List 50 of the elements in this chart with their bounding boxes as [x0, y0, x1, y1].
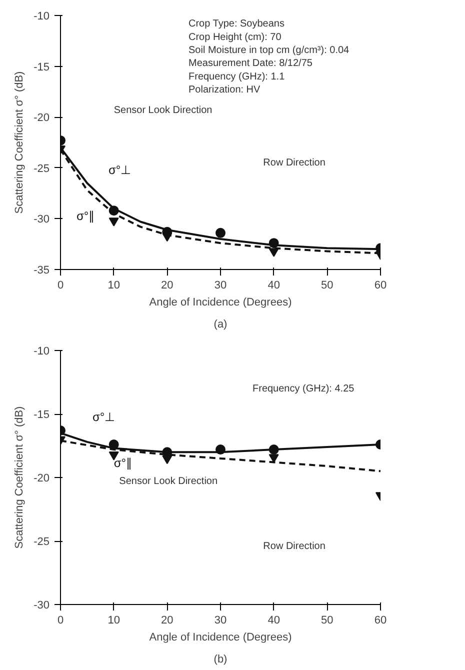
annotation: Crop Height (cm): 70 [188, 32, 282, 43]
annotation: Sensor Look Direction [119, 476, 218, 488]
y-tick-label: -15 [34, 409, 50, 421]
annotation: Polarization: HV [188, 84, 261, 96]
y-tick-label: -15 [34, 61, 50, 74]
y-axis-title: Scattering Coefficient σ° (dB) [14, 71, 26, 214]
y-tick-label: -20 [34, 112, 50, 124]
x-axis-title: Angle of Incidence (Degrees) [149, 632, 292, 644]
y-tick-label: -25 [34, 536, 50, 548]
series-label: σ°⊥ [108, 163, 131, 178]
x-tick-label: 50 [321, 280, 334, 292]
text: (a) [214, 318, 228, 330]
annotation: Frequency (GHz): 1.1 [188, 71, 286, 82]
x-tick-label: 30 [214, 280, 227, 292]
y-tick-label: -20 [34, 472, 50, 484]
x-tick-label: 60 [374, 280, 387, 292]
x-tick-label: 40 [268, 614, 280, 626]
series-label: σ°∥ [76, 208, 95, 223]
x-tick-label: 0 [57, 614, 64, 626]
y-tick-label: -30 [34, 600, 50, 612]
y-tick-label: -25 [34, 162, 50, 175]
annotation: Sensor Look Direction [114, 104, 212, 116]
annotation: Measurement Date: 8/12/75 [188, 58, 313, 70]
x-tick-label: 0 [57, 280, 64, 292]
y-tick-label: -30 [34, 214, 50, 226]
x-tick-label: 20 [161, 280, 174, 292]
annotation: Crop Type: Soybeans [188, 18, 284, 30]
series-label: σ°⊥ [92, 410, 115, 424]
annotation: Row Direction [263, 158, 326, 169]
y-tick-label: -35 [34, 264, 50, 276]
series-label: σ°∥ [114, 456, 132, 470]
point [216, 228, 226, 238]
text: (b) [214, 654, 228, 666]
x-tick-label: 20 [161, 614, 174, 626]
y-axis-title: Scattering Coefficient σ° (dB) [14, 406, 26, 549]
x-tick-label: 10 [108, 280, 120, 292]
point [108, 218, 119, 226]
x-axis-title: Angle of Incidence (Degrees) [149, 296, 292, 308]
y-tick-label: -10 [34, 10, 50, 22]
x-tick-label: 10 [108, 614, 120, 626]
point [162, 455, 172, 464]
x-tick-label: 30 [214, 614, 227, 626]
annotation: Frequency (GHz): 4.25 [252, 384, 355, 395]
point [268, 454, 279, 463]
x-tick-label: 50 [321, 614, 334, 626]
x-tick-label: 60 [374, 614, 387, 626]
annotation: Row Direction [263, 541, 326, 552]
annotation: Soil Moisture in top cm (g/cm³): 0.04 [188, 44, 350, 56]
y-tick-label: -10 [34, 346, 50, 358]
x-tick-label: 40 [268, 280, 280, 292]
